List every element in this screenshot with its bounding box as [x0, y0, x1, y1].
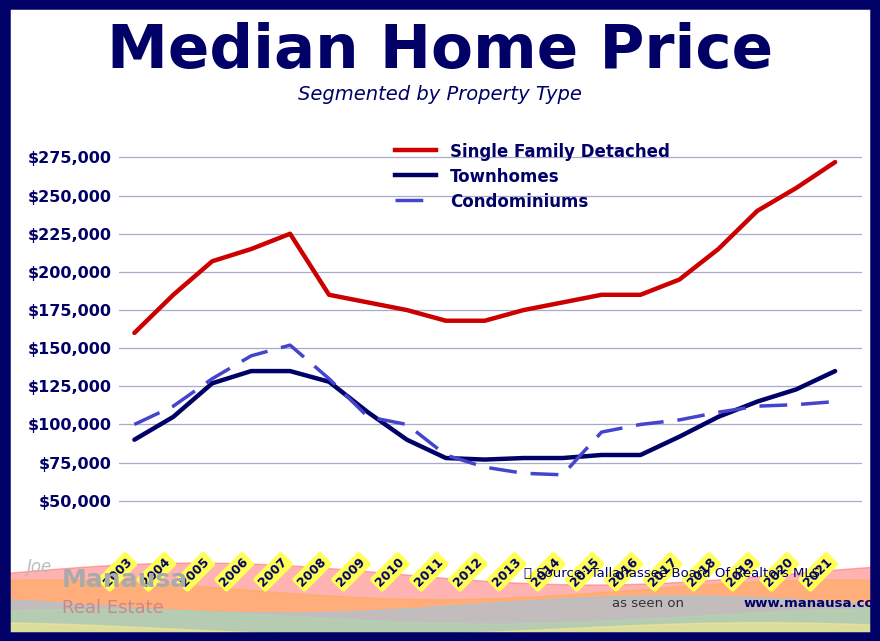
Text: 2011: 2011 [412, 555, 446, 589]
Text: 2021: 2021 [801, 555, 835, 589]
Text: Joe: Joe [26, 558, 52, 576]
Text: 2019: 2019 [723, 555, 758, 588]
Text: www.manausa.com: www.manausa.com [744, 597, 880, 610]
Text: 2016: 2016 [606, 555, 641, 588]
Text: Median Home Price: Median Home Price [107, 22, 773, 81]
Text: 2009: 2009 [334, 555, 368, 588]
Text: 2008: 2008 [295, 555, 329, 588]
Text: Manausa: Manausa [62, 568, 187, 592]
Text: 2015: 2015 [568, 555, 602, 589]
Text: 2020: 2020 [762, 555, 796, 589]
Text: 2017: 2017 [645, 555, 679, 589]
Text: 2012: 2012 [451, 555, 485, 589]
Text: 2005: 2005 [179, 555, 212, 589]
Text: 2018: 2018 [685, 555, 718, 588]
Text: 2010: 2010 [373, 555, 407, 589]
Text: 🖐 Source: Tallahassee Board Of Realtors MLS: 🖐 Source: Tallahassee Board Of Realtors … [524, 567, 819, 580]
Text: 2013: 2013 [490, 555, 524, 588]
Text: 2014: 2014 [529, 555, 562, 589]
Text: as seen on: as seen on [612, 597, 692, 610]
Text: Real Estate: Real Estate [62, 599, 164, 617]
Text: Segmented by Property Type: Segmented by Property Type [298, 85, 582, 104]
Text: 2006: 2006 [217, 555, 251, 588]
Text: 2004: 2004 [139, 555, 173, 589]
Legend: Single Family Detached, Townhomes, Condominiums: Single Family Detached, Townhomes, Condo… [395, 143, 670, 211]
Text: 2007: 2007 [256, 555, 290, 589]
Text: 2003: 2003 [100, 555, 135, 588]
